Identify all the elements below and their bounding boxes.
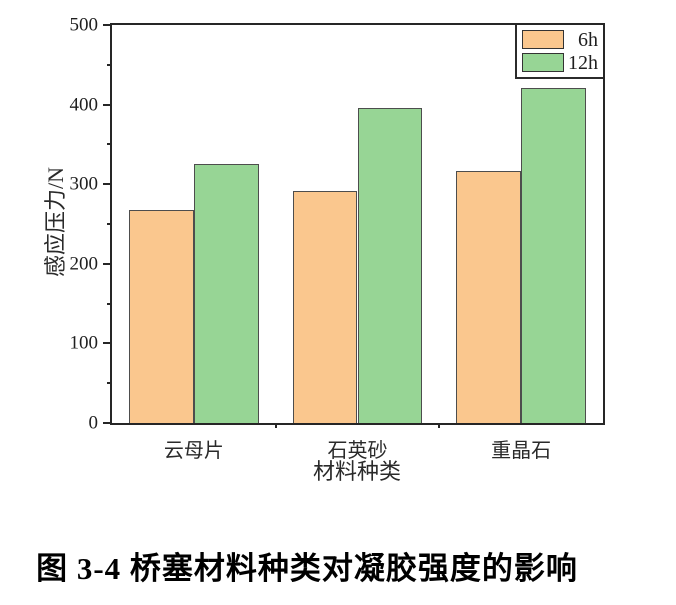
category-label: 云母片 bbox=[163, 440, 224, 462]
y-minor-tick bbox=[107, 302, 112, 305]
y-tick-label: 400 bbox=[69, 94, 99, 116]
bar-12h-1 bbox=[193, 164, 259, 423]
bar-6h-1 bbox=[129, 210, 194, 423]
y-tick-label: 200 bbox=[69, 253, 99, 275]
plot-area: 6h 12h 0 100 200 300 400 500 云母片 石英砂 重晶石 bbox=[70, 16, 605, 462]
y-axis-title: 感应压力/N bbox=[43, 166, 68, 278]
category-label: 石英砂 bbox=[327, 440, 388, 462]
figure-caption: 图 3-4 桥塞材料种类对凝胶强度的影响 bbox=[36, 551, 578, 586]
x-boundary-tick bbox=[274, 423, 277, 428]
category-label: 重晶石 bbox=[491, 440, 552, 462]
bar-6h-2 bbox=[292, 191, 358, 423]
y-major-tick bbox=[103, 422, 112, 424]
y-tick-label: 500 bbox=[69, 14, 99, 36]
legend-swatch-6h bbox=[522, 30, 564, 49]
bar-6h-3 bbox=[456, 171, 522, 423]
y-major-tick bbox=[103, 262, 112, 265]
y-minor-tick bbox=[107, 143, 112, 146]
y-minor-tick bbox=[107, 223, 112, 225]
y-minor-tick bbox=[107, 382, 112, 385]
y-minor-tick bbox=[107, 63, 112, 66]
legend-swatch-12h bbox=[522, 53, 564, 72]
y-tick-label: 300 bbox=[69, 173, 99, 195]
x-axis-title: 材料种类 bbox=[312, 459, 402, 484]
bar-12h-2 bbox=[357, 107, 423, 423]
bar-12h-3 bbox=[521, 87, 586, 423]
y-major-tick bbox=[103, 103, 112, 106]
legend-item-12h: 12h bbox=[522, 51, 598, 74]
legend-item-6h: 6h bbox=[522, 28, 598, 51]
y-major-tick bbox=[103, 24, 112, 26]
legend-label: 6h bbox=[578, 28, 598, 51]
x-boundary-tick bbox=[438, 423, 441, 428]
legend: 6h 12h bbox=[515, 25, 603, 79]
y-tick-label: 0 bbox=[88, 412, 99, 434]
y-major-tick bbox=[103, 183, 112, 186]
y-major-tick bbox=[103, 342, 112, 345]
legend-label: 12h bbox=[568, 51, 598, 74]
y-tick-label: 100 bbox=[69, 332, 99, 354]
